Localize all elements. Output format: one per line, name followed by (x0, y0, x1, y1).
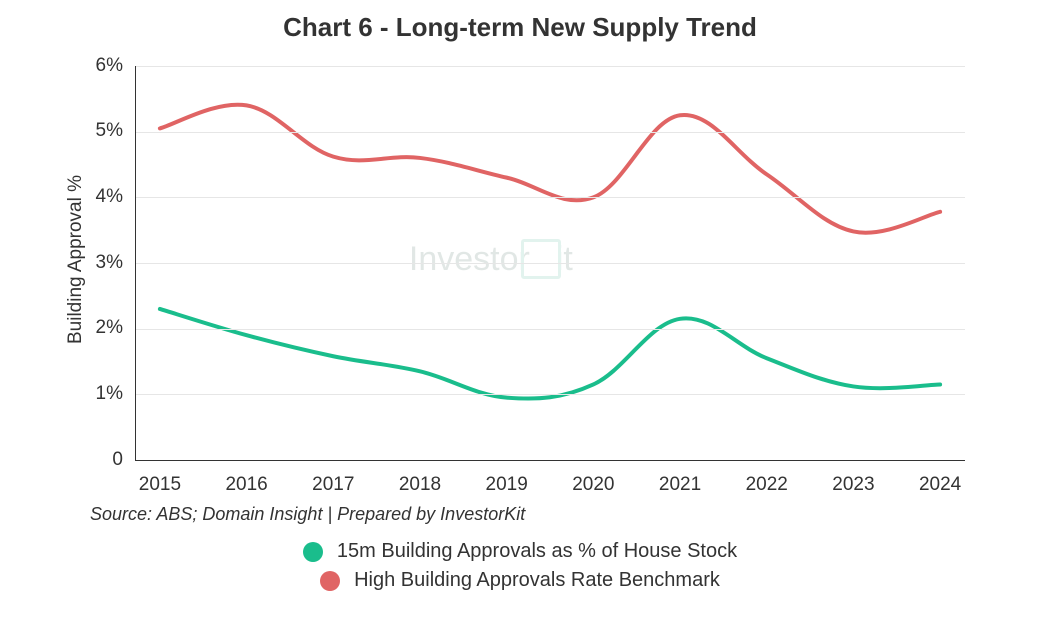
chart-container: Chart 6 - Long-term New Supply Trend Inv… (0, 0, 1040, 640)
x-tick-label: 2020 (572, 474, 614, 496)
x-tick-label: 2016 (225, 474, 267, 496)
series-line (160, 105, 940, 233)
legend-marker (320, 571, 340, 591)
grid-line (135, 329, 965, 330)
grid-line (135, 66, 965, 67)
chart-title: Chart 6 - Long-term New Supply Trend (0, 12, 1040, 43)
legend-item: High Building Approvals Rate Benchmark (0, 569, 1040, 592)
y-axis-title: Building Approval % (65, 161, 87, 358)
y-axis-line (135, 66, 136, 460)
x-tick-label: 2024 (919, 474, 961, 496)
x-tick-label: 2023 (832, 474, 874, 496)
x-axis-line (135, 460, 965, 461)
grid-line (135, 263, 965, 264)
x-tick-label: 2021 (659, 474, 701, 496)
grid-line (135, 394, 965, 395)
chart-source: Source: ABS; Domain Insight | Prepared b… (90, 504, 525, 525)
x-tick-label: 2017 (312, 474, 354, 496)
series-line (160, 309, 940, 399)
legend-item: 15m Building Approvals as % of House Sto… (0, 540, 1040, 563)
x-tick-label: 2015 (139, 474, 181, 496)
x-tick-label: 2019 (486, 474, 528, 496)
plot-area: Investor it 01%2%3%4%5%6%201520162017201… (135, 66, 965, 460)
x-tick-label: 2018 (399, 474, 441, 496)
legend-marker (303, 542, 323, 562)
legend-label: High Building Approvals Rate Benchmark (354, 569, 720, 592)
grid-line (135, 197, 965, 198)
legend-label: 15m Building Approvals as % of House Sto… (337, 540, 737, 563)
x-tick-label: 2022 (746, 474, 788, 496)
grid-line (135, 132, 965, 133)
chart-legend: 15m Building Approvals as % of House Sto… (0, 534, 1040, 592)
